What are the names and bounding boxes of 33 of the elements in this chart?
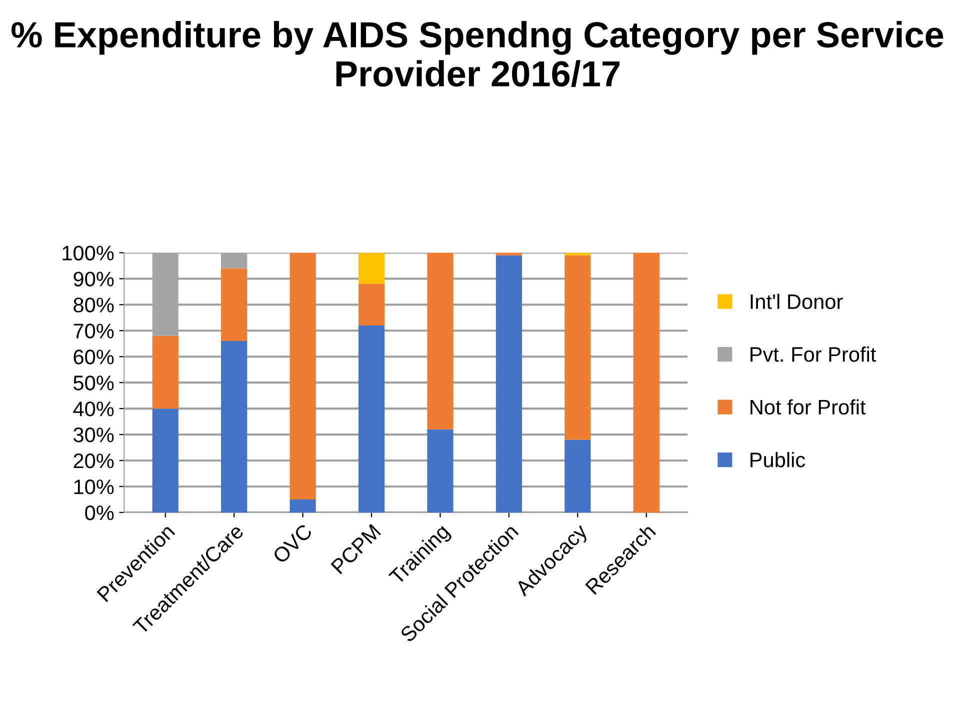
bar [633, 252, 660, 512]
y-tick-label: 30% [74, 428, 114, 442]
y-tick-label: 20% [74, 454, 114, 468]
legend-label: Pvt. For Profit [750, 346, 876, 362]
bar [358, 325, 385, 512]
bar [427, 252, 454, 430]
y-tick-label: 0% [85, 505, 114, 520]
legend-label: Int'l Donor [750, 294, 843, 310]
bar [427, 429, 454, 512]
bar [564, 252, 591, 256]
y-tick-label: 60% [74, 350, 114, 364]
legend-label: Public [750, 452, 806, 468]
bar [221, 268, 248, 342]
chart-title: % Expenditure by AIDS Spendng Category per Service Provider 2016/17 [12, 21, 944, 88]
legend-label: Not for Profit [750, 399, 866, 415]
y-tick-label: 10% [74, 479, 114, 494]
bar [152, 408, 178, 512]
bar [496, 252, 522, 256]
y-tick-label: 100% [62, 246, 114, 260]
bar [564, 440, 591, 512]
y-tick-label: 70% [74, 324, 114, 338]
bar [496, 255, 522, 512]
bar [221, 341, 248, 512]
y-tick-label: 80% [74, 298, 114, 312]
y-tick-label: 40% [73, 402, 114, 416]
bar [358, 252, 385, 284]
bar [358, 284, 385, 326]
bar [564, 255, 591, 440]
bar [152, 336, 178, 409]
bar [290, 252, 316, 500]
y-tick-label: 90% [74, 272, 114, 286]
bar [290, 499, 316, 512]
y-tick-label: 50% [74, 376, 114, 390]
